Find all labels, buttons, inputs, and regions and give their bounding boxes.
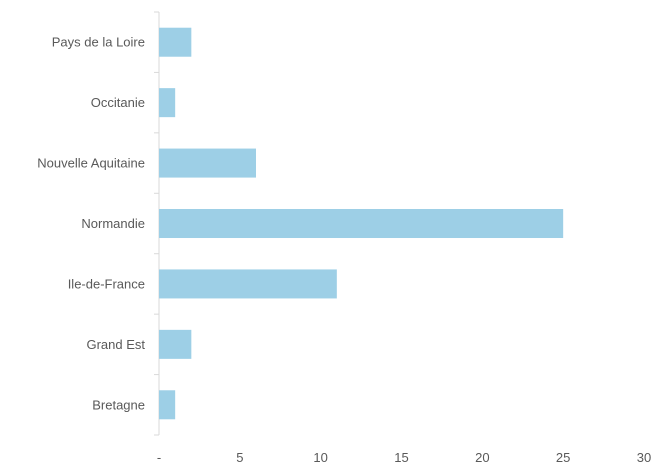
axis-layer	[154, 11, 160, 436]
category-label: Normandie	[81, 216, 145, 231]
x-tick-label: -	[157, 450, 161, 463]
bars-layer	[159, 27, 564, 420]
category-label: Ile-de-France	[68, 276, 145, 291]
x-tick-label: 15	[394, 450, 408, 463]
bar-bretagne	[159, 390, 176, 420]
x-tick-label: 10	[313, 450, 327, 463]
bar-normandie	[159, 209, 564, 239]
category-label: Grand Est	[86, 337, 145, 352]
x-tick-label: 30	[637, 450, 651, 463]
x-tick-labels: - 5 10 15 20 25 30	[157, 450, 651, 463]
category-label: Nouvelle Aquitaine	[37, 156, 145, 171]
bar-nouvelle-aquitaine	[159, 148, 256, 178]
category-label: Pays de la Loire	[52, 35, 145, 50]
x-tick-label: 20	[475, 450, 489, 463]
category-labels: Pays de la Loire Occitanie Nouvelle Aquita…	[37, 35, 145, 413]
x-tick-label: 5	[236, 450, 243, 463]
bar-grand-est	[159, 329, 192, 359]
bar-occitanie	[159, 88, 176, 118]
category-label: Bretagne	[92, 397, 145, 412]
bar-pays-de-la-loire	[159, 27, 192, 57]
x-tick-label: 25	[556, 450, 570, 463]
bar-ile-de-france	[159, 269, 337, 299]
category-label: Occitanie	[91, 95, 145, 110]
